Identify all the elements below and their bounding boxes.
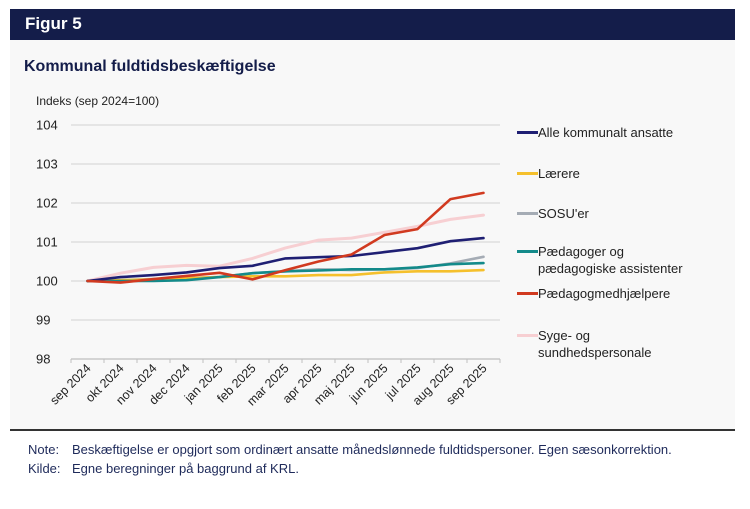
figure-label: Figur 5 bbox=[25, 14, 82, 33]
figure-header: Figur 5 bbox=[10, 9, 735, 40]
legend-label: SOSU'er bbox=[538, 206, 589, 221]
series-line-0 bbox=[86, 213, 485, 283]
y-tick-label: 103 bbox=[36, 157, 58, 172]
legend-swatch bbox=[517, 212, 538, 215]
legend-swatch bbox=[517, 334, 538, 337]
y-tick-label: 99 bbox=[36, 313, 50, 328]
y-tick-label: 102 bbox=[36, 196, 58, 211]
x-axis bbox=[70, 358, 501, 363]
legend-label: Pædagogmedhjælpere bbox=[538, 286, 671, 301]
series-lines bbox=[86, 191, 485, 284]
y-tick-label: 98 bbox=[36, 352, 50, 367]
legend-item: Lærere bbox=[517, 165, 728, 182]
y-tick-label: 100 bbox=[36, 274, 58, 289]
notes: Note: Beskæftigelse er opgjort som ordin… bbox=[28, 440, 708, 478]
source-label: Kilde: bbox=[28, 461, 61, 476]
note-text: Beskæftigelse er opgjort som ordinært an… bbox=[72, 442, 672, 457]
series-line-5 bbox=[86, 191, 485, 284]
legend-swatch bbox=[517, 131, 538, 134]
legend-item: Pædagoger og pædagogiske assistenter bbox=[517, 243, 698, 277]
legend-item: SOSU'er bbox=[517, 205, 728, 222]
legend-label: Syge- og sundhedspersonale bbox=[538, 328, 652, 360]
legend-label: Pædagoger og pædagogiske assistenter bbox=[538, 244, 683, 276]
legend-label: Alle kommunalt ansatte bbox=[538, 125, 674, 140]
legend-item: Pædagogmedhjælpere bbox=[517, 285, 728, 302]
legend-swatch bbox=[517, 172, 538, 175]
chart-title: Kommunal fuldtidsbeskæftigelse bbox=[24, 58, 276, 75]
y-tick-label: 104 bbox=[36, 118, 58, 133]
legend-item: Syge- og sundhedspersonale bbox=[517, 327, 658, 361]
y-tick-label: 101 bbox=[36, 235, 58, 250]
y-axis-label: Indeks (sep 2024=100) bbox=[36, 94, 160, 108]
source-text: Egne beregninger på baggrund af KRL. bbox=[72, 461, 299, 476]
note-row: Note: Beskæftigelse er opgjort som ordin… bbox=[28, 440, 708, 459]
legend-label: Lærere bbox=[538, 166, 580, 181]
gridlines bbox=[71, 124, 500, 321]
y-tick-labels: 98 99 100 101 102 103 104 bbox=[36, 118, 58, 367]
legend-swatch bbox=[517, 292, 538, 295]
series-line-4 bbox=[86, 236, 485, 283]
note-label: Note: bbox=[28, 442, 60, 457]
legend-swatch bbox=[517, 250, 538, 253]
x-tick-label: sep 2024 bbox=[47, 361, 93, 407]
divider bbox=[10, 429, 735, 431]
source-row: Kilde: Egne beregninger på baggrund af K… bbox=[28, 459, 708, 478]
legend-item: Alle kommunalt ansatte bbox=[517, 124, 728, 141]
